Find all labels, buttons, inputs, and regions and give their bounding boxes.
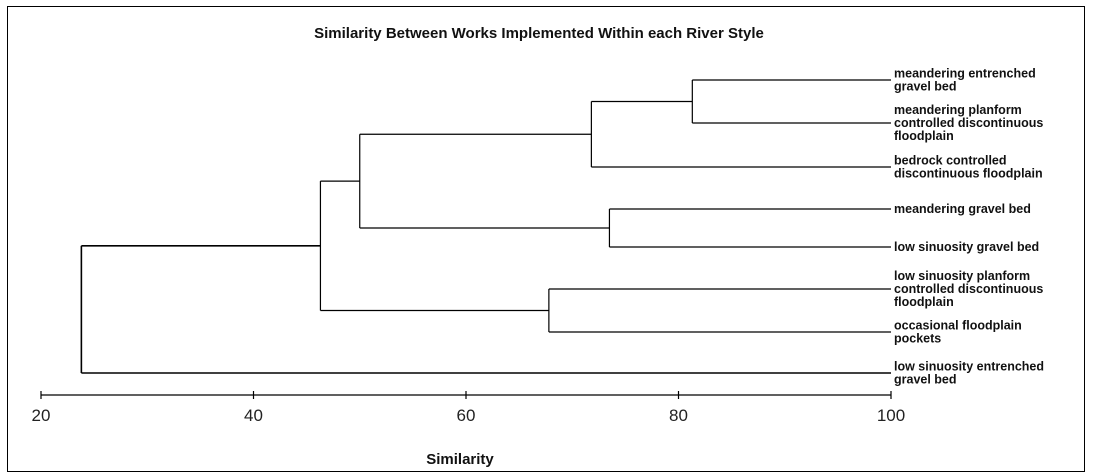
leaf-label-line: gravel bed: [894, 80, 957, 94]
leaf-label-line: low sinuosity gravel bed: [894, 240, 1039, 254]
x-tick-label: 20: [32, 406, 51, 425]
leaf-label-line: low sinuosity planform: [894, 269, 1030, 283]
leaf-label-line: controlled discontinuous: [894, 116, 1043, 130]
leaf-label-1: meandering planform controlled discontinu…: [894, 103, 1043, 143]
dendrogram-links: [80, 79, 891, 374]
leaf-label-line: low sinuosity entrenched: [894, 360, 1044, 374]
dendrogram-chart: Similarity Between Works Implemented Wit…: [32, 25, 1044, 468]
leaf-label-line: gravel bed: [894, 373, 957, 387]
leaf-label-2: bedrock controlled discontinuous floodpla…: [894, 154, 1043, 181]
x-axis-label: Similarity: [426, 451, 494, 468]
x-tick-label: 100: [877, 406, 905, 425]
leaf-label-4: low sinuosity gravel bed: [894, 240, 1039, 254]
leaf-label-5: low sinuosity planform controlled discont…: [894, 269, 1043, 309]
leaf-label-line: discontinuous floodplain: [894, 167, 1043, 181]
leaf-label-0: meandering entrenched gravel bed: [894, 67, 1036, 94]
leaf-label-line: meandering planform: [894, 103, 1022, 117]
leaf-label-line: floodplain: [894, 295, 954, 309]
chart-frame: Similarity Between Works Implemented Wit…: [7, 6, 1085, 472]
leaf-label-line: floodplain: [894, 129, 954, 143]
leaf-label-7: low sinuosity entrenched gravel bed: [894, 360, 1044, 387]
leaf-label-6: occasional floodplain pockets: [894, 319, 1022, 346]
leaf-label-3: meandering gravel bed: [894, 202, 1031, 216]
leaf-label-line: pockets: [894, 332, 941, 346]
leaf-label-line: meandering gravel bed: [894, 202, 1031, 216]
x-tick-label: 80: [669, 406, 688, 425]
leaf-labels: meandering entrenched gravel bedmeanderin…: [894, 67, 1044, 387]
leaf-label-line: occasional floodplain: [894, 319, 1022, 333]
leaf-label-line: bedrock controlled: [894, 154, 1007, 168]
x-axis: 20 40 60 80 100: [32, 391, 905, 425]
x-tick-label: 60: [457, 406, 476, 425]
leaf-label-line: controlled discontinuous: [894, 282, 1043, 296]
x-tick-label: 40: [244, 406, 263, 425]
leaf-label-line: meandering entrenched: [894, 67, 1036, 81]
chart-title: Similarity Between Works Implemented Wit…: [314, 25, 764, 42]
